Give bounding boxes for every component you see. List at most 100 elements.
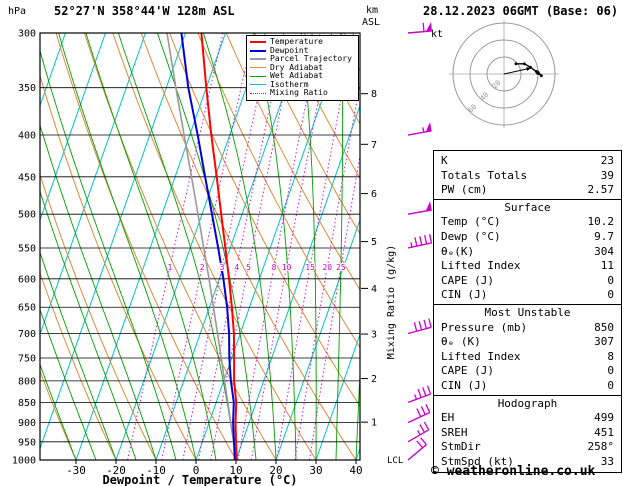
table-section: Most Unstable Pressure (mb) 850 θₑ (K) 307 Li… xyxy=(434,303,621,395)
mixing-ratio-line xyxy=(210,33,297,460)
pressure-unit-label: hPa xyxy=(8,6,26,17)
stat-value: 307 xyxy=(594,335,614,349)
isotherm-line xyxy=(40,33,146,336)
km-tick-label: 3 xyxy=(371,330,377,341)
legend-item: Dry Adiabat xyxy=(250,64,355,73)
legend-label: Isotherm xyxy=(270,80,309,89)
dry-adiabat-line xyxy=(282,33,360,180)
hodograph-trace-point xyxy=(514,62,518,66)
stat-row: CIN (J) 0 xyxy=(434,379,621,394)
section-header: Surface xyxy=(504,200,551,214)
temperature-curve xyxy=(200,33,238,460)
wind-barb-full xyxy=(422,387,427,397)
stat-value: 9.7 xyxy=(594,229,614,243)
mixing-ratio-line xyxy=(198,33,286,460)
mixing-ratio-value-label: 8 xyxy=(272,263,277,272)
pressure-tick-label: 800 xyxy=(18,376,36,387)
legend-item: Dewpoint xyxy=(250,47,355,56)
stat-value: 39 xyxy=(600,168,614,182)
wind-barb-full xyxy=(416,408,422,417)
hodograph-trace-point xyxy=(523,62,526,66)
stat-value: 0 xyxy=(607,288,614,302)
stat-label: Lifted Index xyxy=(441,349,521,363)
wind-barb-staff xyxy=(407,393,431,404)
stat-label: StmSpd (kt) xyxy=(441,454,514,468)
hodograph-ring-label: 20 xyxy=(491,79,503,91)
stat-value: 499 xyxy=(594,411,614,425)
km-tick-label: 7 xyxy=(371,140,377,151)
stat-label: EH xyxy=(441,411,455,425)
mixing-ratio-line xyxy=(309,153,360,460)
hodograph-ring xyxy=(486,56,522,92)
pressure-tick-label: 300 xyxy=(18,29,36,40)
section-header: Most Unstable xyxy=(484,305,571,319)
stat-value: 11 xyxy=(600,259,614,273)
stat-value: 258° xyxy=(587,440,615,454)
temp-tick-label: 20 xyxy=(269,464,282,477)
dry-adiabat-line xyxy=(40,74,197,460)
stat-label: CIN (J) xyxy=(441,378,488,392)
wind-barb xyxy=(407,404,431,424)
parcel-trajectory-curve xyxy=(166,33,238,460)
wind-barb-half xyxy=(410,242,413,248)
km-tick-label: 6 xyxy=(371,189,377,200)
stat-value: 0 xyxy=(607,364,614,378)
stat-row: PW (cm) 2.57 xyxy=(434,183,621,198)
stat-value: 23 xyxy=(600,154,614,167)
height-unit-km-label: km xyxy=(366,5,378,16)
wind-barb-staff xyxy=(407,326,432,335)
mixing-ratio-value-label: 20 xyxy=(322,263,332,272)
km-tick-label: 4 xyxy=(371,284,377,295)
mixing-ratio-line xyxy=(250,33,333,460)
isotherm-line xyxy=(235,104,360,460)
wind-barb-full xyxy=(416,440,424,449)
wind-barb xyxy=(407,437,427,461)
temp-tick-label: -10 xyxy=(146,464,166,477)
pressure-tick-label: 500 xyxy=(18,210,36,221)
stat-label: CAPE (J) xyxy=(441,273,494,287)
pressure-tick-label: 950 xyxy=(18,437,36,448)
legend-line-sample xyxy=(250,75,266,77)
x-axis-title: Dewpoint / Temperature (°C) xyxy=(102,473,297,486)
wind-barb-full xyxy=(414,237,418,247)
mixing-ratio-value-label: 25 xyxy=(336,263,346,272)
temp-tick-label: 10 xyxy=(229,464,242,477)
mixing-ratio-value-label: 3 xyxy=(220,263,225,272)
table-section: Hodograph EH 499 SREH 451 StmDir 258° StmSpd (k… xyxy=(434,394,621,471)
legend-label: Wet Adiabat xyxy=(270,72,323,81)
stat-row: θₑ (K) 307 xyxy=(434,335,621,350)
stat-label: SREH xyxy=(441,425,468,439)
station-title: 52°27'N 358°44'W 128m ASL xyxy=(54,4,235,18)
mixing-ratio-line xyxy=(237,33,321,460)
wind-barb-staff xyxy=(407,429,430,443)
wind-barb-full xyxy=(420,437,427,445)
legend-line-sample xyxy=(250,49,266,52)
legend-item: Isotherm xyxy=(250,81,355,90)
mixing-ratio-line xyxy=(294,81,360,460)
wind-barb xyxy=(407,421,430,443)
stat-row: CAPE (J) 0 xyxy=(434,274,621,289)
wind-barb xyxy=(407,201,432,215)
hodograph-ring-label: 60 xyxy=(467,103,479,115)
sounding-curves xyxy=(166,33,238,460)
legend-label: Parcel Trajectory xyxy=(270,55,352,64)
wind-barb-staff xyxy=(407,411,431,424)
isotherm-line xyxy=(275,218,360,460)
dry-adiabat-line xyxy=(225,33,360,291)
pressure-tick-label: 450 xyxy=(18,172,36,183)
km-tick-label: 2 xyxy=(371,374,377,385)
legend-line-sample xyxy=(250,41,266,44)
stat-value: 850 xyxy=(594,320,614,334)
wind-barb-full xyxy=(419,424,426,433)
wind-barb-full xyxy=(413,322,418,332)
stat-row: Lifted Index 8 xyxy=(434,350,621,365)
stat-label: Temp (°C) xyxy=(441,215,501,229)
hodograph-ring-label: 40 xyxy=(479,91,491,103)
table-section: K 23 Totals Totals 39 PW (cm) 2.57 xyxy=(434,153,621,199)
stat-row: CAPE (J) 0 xyxy=(434,364,621,379)
dry-adiabat-line xyxy=(40,369,77,460)
isotherm-line xyxy=(40,33,106,222)
stat-row: Temp (°C) 10.2 xyxy=(434,215,621,230)
mixing-ratio-axis-title: Mixing Ratio (g/kg) xyxy=(386,245,397,359)
